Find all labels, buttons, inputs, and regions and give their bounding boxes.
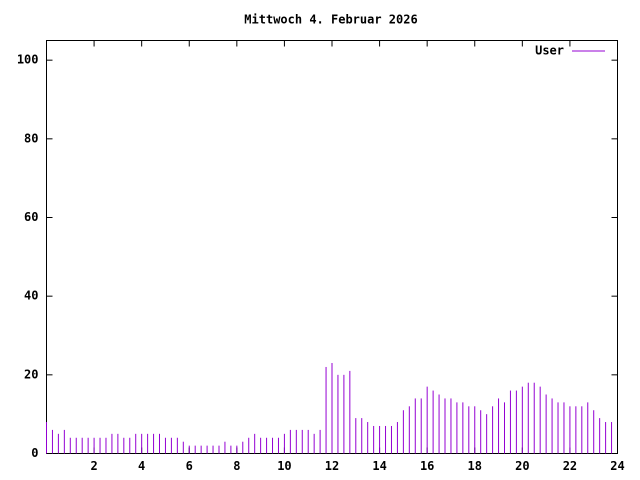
- x-tick-label: 22: [563, 459, 577, 473]
- y-tick-label: 40: [24, 289, 38, 303]
- y-tick-label: 60: [24, 210, 38, 224]
- legend-label: User: [535, 44, 564, 58]
- x-tick-label: 16: [420, 459, 434, 473]
- x-tick-label: 10: [277, 459, 291, 473]
- x-tick-label: 14: [372, 459, 386, 473]
- y-tick-label: 0: [31, 446, 38, 460]
- y-tick-label: 100: [17, 53, 39, 67]
- chart-title: Mittwoch 4. Februar 2026: [244, 13, 417, 27]
- x-tick-label: 18: [468, 459, 482, 473]
- x-tick-label: 24: [610, 459, 624, 473]
- x-tick-label: 6: [186, 459, 193, 473]
- x-tick-label: 12: [325, 459, 339, 473]
- x-tick-label: 20: [515, 459, 529, 473]
- y-tick-label: 20: [24, 367, 38, 381]
- x-tick-label: 8: [233, 459, 240, 473]
- x-tick-label: 2: [90, 459, 97, 473]
- y-tick-label: 80: [24, 131, 38, 145]
- x-tick-label: 4: [138, 459, 145, 473]
